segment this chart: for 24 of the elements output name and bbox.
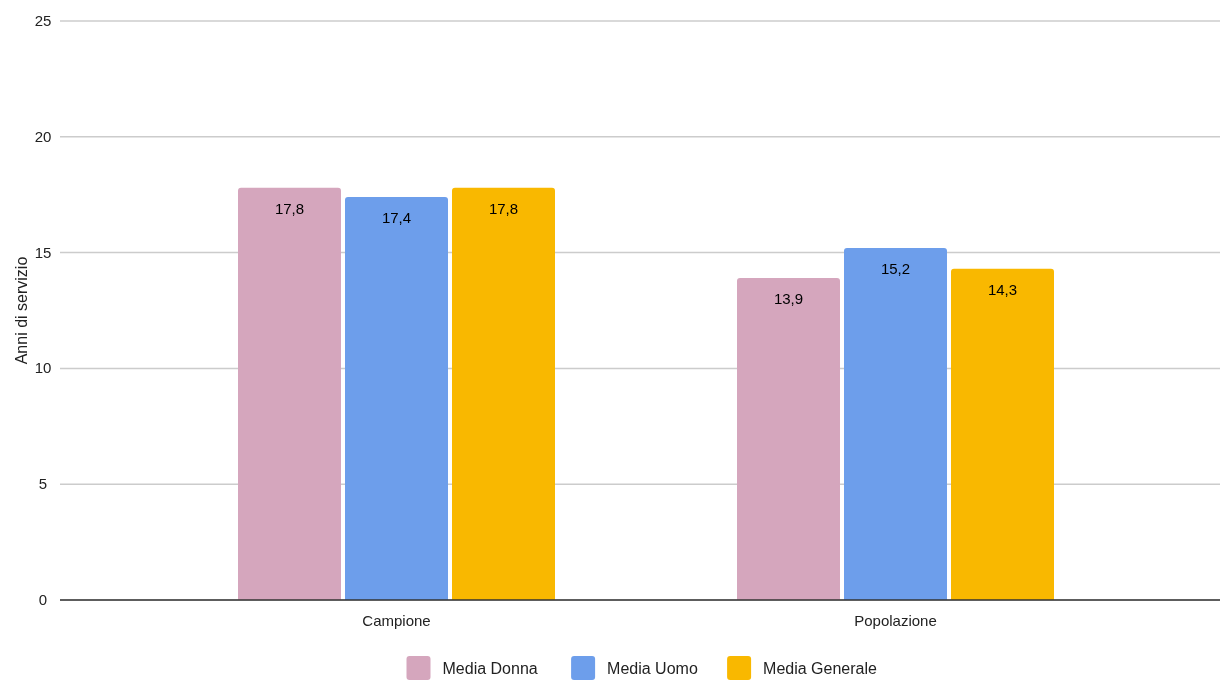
legend-label: Media Donna (442, 660, 538, 677)
data-label: 17,8 (274, 199, 305, 217)
data-label: 14,3 (987, 280, 1018, 298)
legend-label: Media Generale (763, 660, 878, 677)
data-label: 13,9 (773, 290, 804, 308)
legend-label: Media Uomo (607, 660, 698, 677)
x-tick-label: Campione (362, 612, 431, 629)
y-tick-label: 0 (38, 591, 48, 608)
bar (844, 247, 947, 600)
data-label: 17,8 (488, 199, 519, 217)
data-label: 15,2 (880, 259, 911, 277)
x-tick-label: Popolazione (854, 612, 937, 629)
y-tick-label: 20 (34, 127, 52, 145)
data-label: 17,4 (381, 209, 412, 227)
bar (345, 197, 448, 600)
y-axis-title: Anni di servizio (13, 256, 30, 365)
bar (452, 187, 555, 600)
y-tick-label: 25 (34, 12, 52, 29)
bar (951, 268, 1054, 600)
y-tick-label: 15 (34, 243, 52, 261)
bar (238, 187, 341, 600)
y-tick-label: 10 (34, 359, 52, 377)
bar (737, 278, 840, 600)
y-tick-label: 5 (38, 475, 48, 493)
